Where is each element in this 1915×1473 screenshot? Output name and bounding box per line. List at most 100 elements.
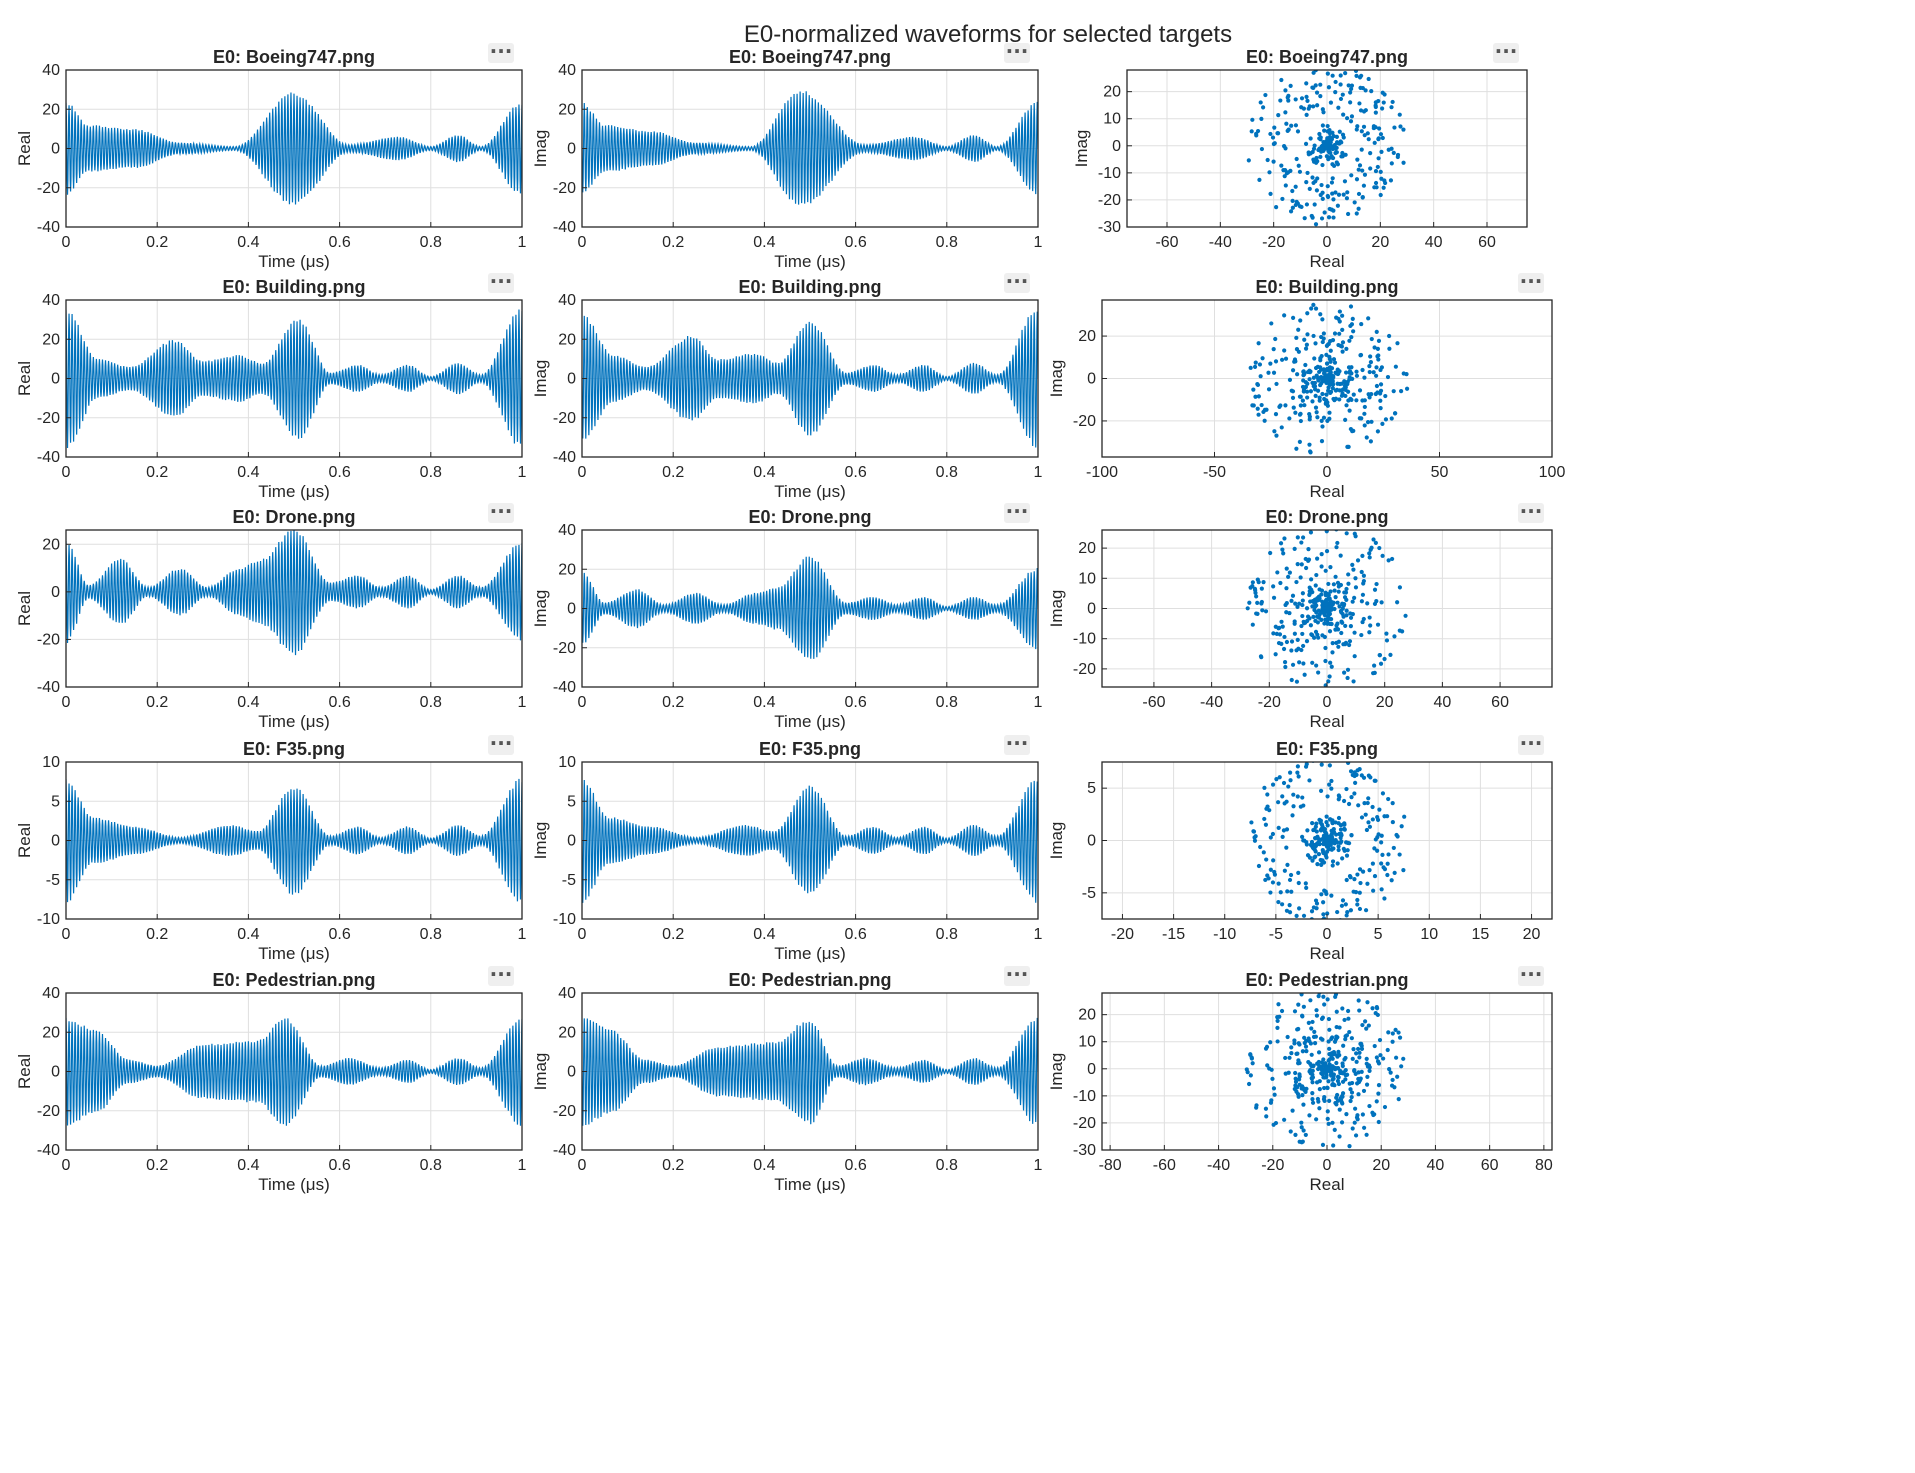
scatter-point bbox=[1313, 854, 1318, 859]
more-options-icon[interactable]: ··· bbox=[488, 499, 514, 523]
scatter-point bbox=[1302, 1035, 1307, 1040]
x-tick-label: 0 bbox=[62, 234, 71, 251]
scatter-point bbox=[1268, 191, 1273, 196]
more-options-icon[interactable]: ··· bbox=[488, 269, 514, 293]
scatter-point bbox=[1363, 88, 1368, 93]
more-options-button-bg[interactable] bbox=[1004, 735, 1030, 755]
more-options-icon[interactable]: ··· bbox=[1004, 731, 1030, 755]
more-options-button-bg[interactable] bbox=[1493, 43, 1519, 63]
scatter-point bbox=[1367, 615, 1372, 620]
more-options-glyph[interactable]: ··· bbox=[490, 731, 513, 755]
scatter-point bbox=[1349, 83, 1355, 88]
scatter-point bbox=[1313, 365, 1319, 371]
x-tick-label: 0 bbox=[1323, 1157, 1332, 1174]
scatter-point bbox=[1324, 145, 1329, 150]
more-options-button-bg[interactable] bbox=[488, 503, 514, 523]
x-axis-label: Real bbox=[1310, 944, 1345, 963]
more-options-icon[interactable]: ··· bbox=[1518, 962, 1544, 986]
x-tick-label: -50 bbox=[1203, 464, 1226, 481]
more-options-button-bg[interactable] bbox=[1518, 735, 1544, 755]
y-axis-label: Imag bbox=[531, 360, 550, 398]
more-options-button-bg[interactable] bbox=[488, 43, 514, 63]
more-options-icon[interactable]: ··· bbox=[1004, 962, 1030, 986]
more-options-glyph[interactable]: ··· bbox=[1495, 39, 1518, 63]
scatter-point bbox=[1291, 405, 1296, 410]
more-options-icon[interactable]: ··· bbox=[1493, 39, 1519, 63]
scatter-point bbox=[1283, 403, 1288, 408]
scatter-point bbox=[1330, 191, 1335, 196]
more-options-glyph[interactable]: ··· bbox=[1006, 962, 1029, 986]
more-options-button-bg[interactable] bbox=[488, 735, 514, 755]
scatter-point bbox=[1304, 639, 1310, 644]
more-options-icon[interactable]: ··· bbox=[1518, 269, 1544, 293]
scatter-point bbox=[1337, 1134, 1342, 1139]
scatter-point bbox=[1255, 611, 1260, 616]
scatter-point bbox=[1322, 1002, 1327, 1007]
scatter-point bbox=[1370, 861, 1375, 866]
scatter-point bbox=[1292, 1009, 1298, 1014]
more-options-button-bg[interactable] bbox=[1518, 966, 1544, 986]
more-options-glyph[interactable]: ··· bbox=[490, 269, 513, 293]
scatter-point bbox=[1277, 632, 1283, 637]
scatter-point bbox=[1329, 180, 1335, 185]
y-tick-label: 0 bbox=[51, 371, 60, 388]
scatter-point bbox=[1272, 429, 1277, 434]
scatter-point bbox=[1326, 1058, 1331, 1063]
more-options-icon[interactable]: ··· bbox=[1004, 39, 1030, 63]
more-options-button-bg[interactable] bbox=[1518, 503, 1544, 523]
more-options-glyph[interactable]: ··· bbox=[1520, 499, 1543, 523]
more-options-icon[interactable]: ··· bbox=[488, 39, 514, 63]
waveform-line bbox=[582, 1017, 1038, 1126]
more-options-icon[interactable]: ··· bbox=[1518, 499, 1544, 523]
x-tick-label: 1 bbox=[518, 694, 527, 711]
scatter-point bbox=[1354, 1115, 1360, 1120]
scatter-point bbox=[1380, 135, 1385, 141]
x-tick-label: 1 bbox=[518, 464, 527, 481]
scatter-point bbox=[1292, 631, 1297, 636]
x-tick-label: 0.6 bbox=[328, 694, 350, 711]
more-options-button-bg[interactable] bbox=[1518, 273, 1544, 293]
more-options-button-bg[interactable] bbox=[1004, 966, 1030, 986]
scatter-point bbox=[1312, 842, 1318, 848]
more-options-icon[interactable]: ··· bbox=[1004, 269, 1030, 293]
more-options-glyph[interactable]: ··· bbox=[1006, 39, 1029, 63]
scatter-point bbox=[1373, 125, 1378, 130]
scatter-point bbox=[1286, 127, 1291, 132]
more-options-icon[interactable]: ··· bbox=[488, 731, 514, 755]
more-options-glyph[interactable]: ··· bbox=[1006, 731, 1029, 755]
more-options-glyph[interactable]: ··· bbox=[1520, 731, 1543, 755]
scatter-point bbox=[1295, 129, 1301, 134]
scatter-point bbox=[1382, 656, 1387, 662]
more-options-glyph[interactable]: ··· bbox=[490, 499, 513, 523]
more-options-button-bg[interactable] bbox=[488, 273, 514, 293]
scatter-point bbox=[1301, 106, 1307, 111]
more-options-icon[interactable]: ··· bbox=[1518, 731, 1544, 755]
y-tick-label: 20 bbox=[42, 331, 60, 348]
scatter-point bbox=[1314, 906, 1319, 911]
scatter-point bbox=[1322, 1075, 1327, 1080]
more-options-glyph[interactable]: ··· bbox=[1006, 499, 1029, 523]
scatter-point bbox=[1251, 829, 1256, 834]
more-options-button-bg[interactable] bbox=[1004, 503, 1030, 523]
x-tick-label: 40 bbox=[1433, 694, 1451, 711]
scatter-point bbox=[1301, 1102, 1306, 1107]
more-options-glyph[interactable]: ··· bbox=[1520, 962, 1543, 986]
scatter-point bbox=[1372, 663, 1377, 668]
x-tick-label: 0.8 bbox=[936, 926, 958, 943]
more-options-button-bg[interactable] bbox=[1004, 43, 1030, 63]
more-options-icon[interactable]: ··· bbox=[1004, 499, 1030, 523]
more-options-glyph[interactable]: ··· bbox=[490, 39, 513, 63]
more-options-button-bg[interactable] bbox=[1004, 273, 1030, 293]
more-options-button-bg[interactable] bbox=[488, 966, 514, 986]
scatter-point bbox=[1375, 815, 1380, 820]
more-options-glyph[interactable]: ··· bbox=[490, 962, 513, 986]
scatter-point bbox=[1379, 840, 1384, 845]
more-options-glyph[interactable]: ··· bbox=[1006, 269, 1029, 293]
x-tick-label: 0.8 bbox=[420, 464, 442, 481]
scatter-point bbox=[1321, 415, 1327, 420]
more-options-icon[interactable]: ··· bbox=[488, 962, 514, 986]
scatter-point bbox=[1362, 801, 1367, 806]
scatter-point bbox=[1339, 1098, 1344, 1103]
more-options-glyph[interactable]: ··· bbox=[1520, 269, 1543, 293]
scatter-point bbox=[1300, 591, 1305, 596]
